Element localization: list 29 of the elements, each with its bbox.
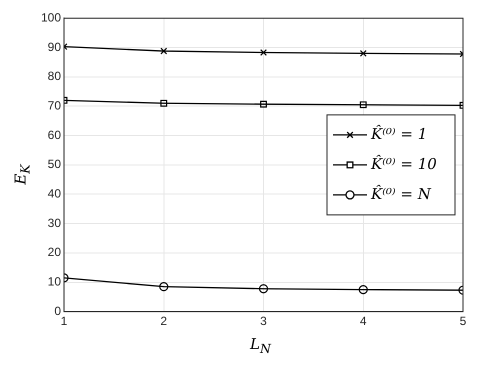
point [360, 101, 367, 108]
point [360, 50, 367, 57]
x-tick-label: 5 [460, 314, 467, 328]
y-tick-label: 60 [48, 128, 62, 142]
y-tick-label: 100 [40, 10, 62, 25]
point [260, 100, 267, 108]
x-tick-label: 4 [360, 314, 367, 328]
x-tick-label: 3 [260, 314, 268, 328]
x-tick-label: 1 [60, 314, 68, 328]
y-tick-label: 40 [48, 186, 62, 201]
x-tick-label: 2 [160, 314, 168, 328]
y-tick-label: 80 [48, 69, 62, 84]
point [358, 284, 368, 294]
y-tick-label: 50 [48, 157, 62, 172]
y-tick-label: 20 [48, 245, 62, 260]
point [260, 49, 267, 56]
y-tick-label: 30 [48, 216, 62, 230]
point [160, 100, 168, 107]
x-axis-title: L$_{N}$ [248, 335, 272, 356]
legend-label: K̂⁽⁰⁾ = 1 [370, 124, 428, 143]
y-tick-label: 70 [48, 98, 62, 113]
point [258, 284, 268, 294]
point [160, 48, 168, 54]
y-tick-label: 10 [48, 274, 62, 289]
y-tick-label: 90 [48, 40, 62, 54]
legend-label: K̂⁽⁰⁾ = 10 [370, 154, 438, 173]
point [159, 282, 168, 292]
legend-label: K̂⁽⁰⁾ = N [370, 184, 432, 203]
y-tick-label: 0 [54, 304, 62, 318]
